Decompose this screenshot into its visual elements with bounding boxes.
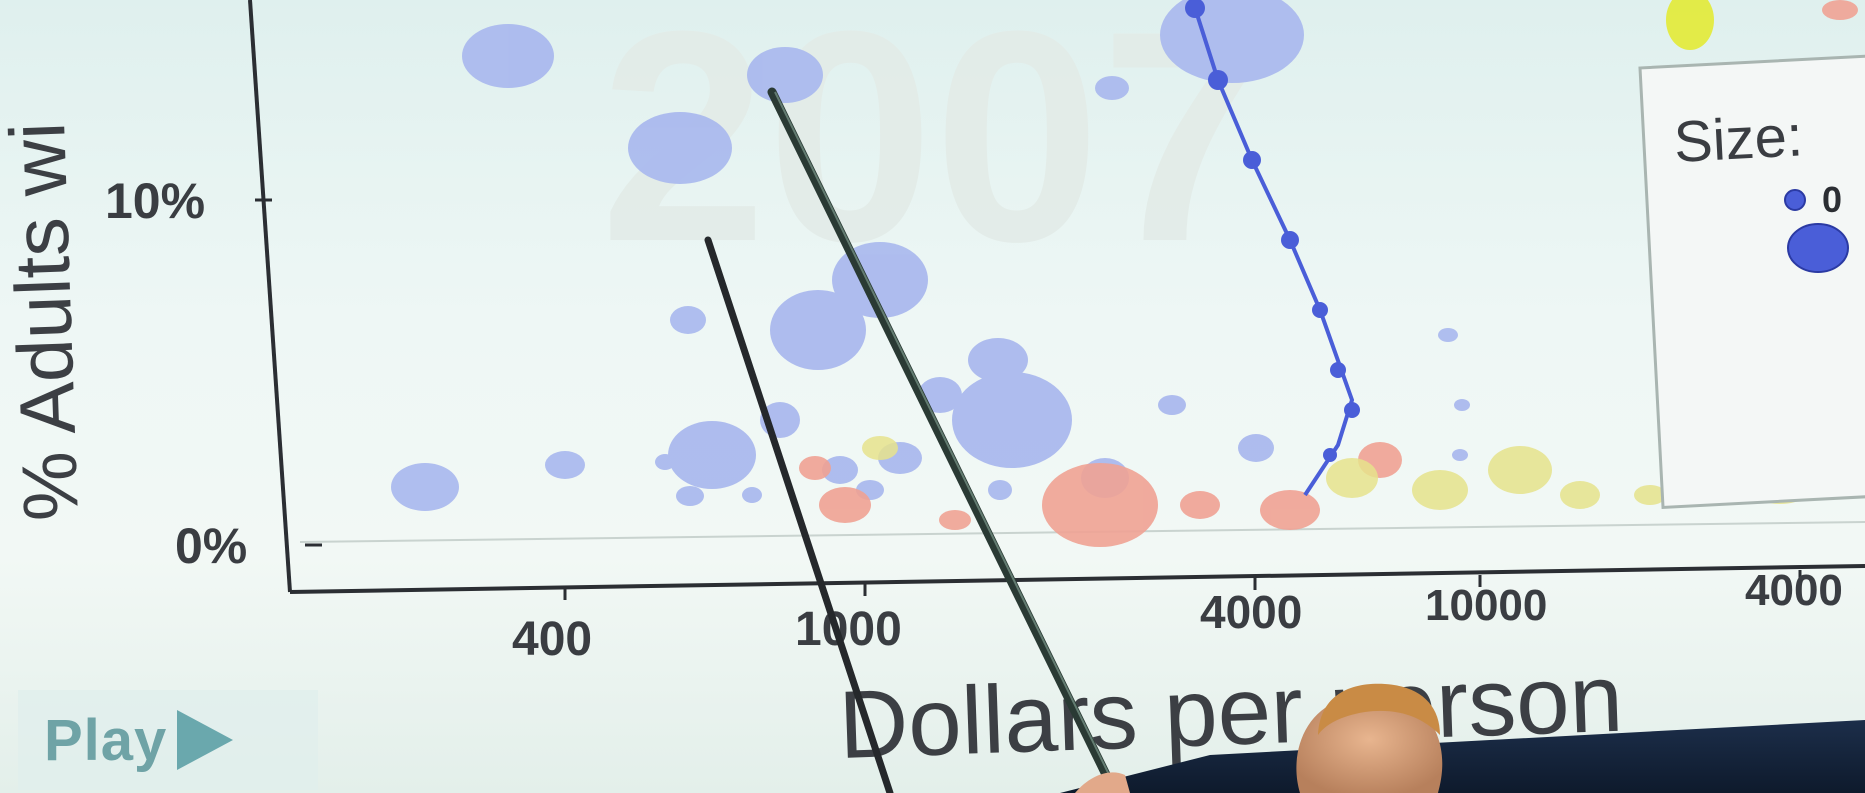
data-bubble xyxy=(822,456,858,484)
data-bubble xyxy=(668,421,756,489)
data-bubble xyxy=(1158,395,1186,415)
pointer-stick-highlight xyxy=(774,91,1119,793)
pointer-shadow xyxy=(704,236,894,793)
x-tick-label: 4000 xyxy=(1200,586,1302,638)
data-bubble xyxy=(1042,463,1158,547)
data-bubble xyxy=(742,487,762,503)
data-bubble xyxy=(988,480,1012,500)
pointer-stick xyxy=(767,87,1120,793)
data-bubble xyxy=(1488,446,1552,494)
data-bubble xyxy=(1180,491,1220,519)
data-bubble xyxy=(462,24,554,88)
data-bubble xyxy=(968,338,1028,382)
x-tick-label: 4000 xyxy=(1745,566,1843,615)
y-axis-title: % Adults wi xyxy=(0,121,95,523)
y-tick-label: 0% xyxy=(175,518,247,574)
y-tick-label: 10% xyxy=(105,173,205,229)
x-tick-label: 10000 xyxy=(1425,581,1547,630)
trail-point xyxy=(1281,231,1299,249)
data-bubble xyxy=(1160,0,1304,83)
stage-background xyxy=(1060,720,1865,793)
trail-point xyxy=(1344,402,1360,418)
legend-small-value: 0 xyxy=(1822,179,1842,220)
legend-small-bubble xyxy=(1784,189,1806,211)
trail-point xyxy=(1208,70,1228,90)
play-button[interactable]: Play xyxy=(18,690,318,790)
data-bubble xyxy=(1326,458,1378,498)
data-bubble xyxy=(1560,481,1600,509)
x-tick-label: 400 xyxy=(512,613,592,666)
data-bubble xyxy=(862,436,898,460)
trail-point xyxy=(1243,151,1261,169)
data-bubble xyxy=(1260,490,1320,530)
trail-point xyxy=(1185,0,1205,18)
data-bubble xyxy=(1666,0,1714,50)
presenter xyxy=(1075,683,1443,793)
data-bubble xyxy=(819,487,871,523)
data-bubble xyxy=(391,463,459,511)
data-bubble xyxy=(1822,0,1858,20)
trail-point xyxy=(1323,448,1337,462)
data-bubble xyxy=(1238,434,1274,462)
data-bubble xyxy=(1454,399,1470,411)
x-axis-line xyxy=(289,564,1865,594)
play-label: Play xyxy=(44,707,168,773)
data-bubble xyxy=(799,456,831,480)
data-bubble xyxy=(770,290,866,370)
data-bubble xyxy=(1634,485,1666,505)
data-bubble xyxy=(1452,449,1468,461)
y-axis-line xyxy=(248,0,292,593)
trail-point xyxy=(1330,362,1346,378)
play-triangle-icon xyxy=(177,710,234,770)
size-legend: Size: 0 xyxy=(1638,53,1865,509)
x-tick-label: 1000 xyxy=(795,603,902,656)
legend-large-bubble xyxy=(1787,223,1849,273)
data-bubble xyxy=(747,47,823,103)
data-bubble xyxy=(655,454,675,470)
data-bubble xyxy=(1412,470,1468,510)
data-bubble xyxy=(1095,76,1129,100)
legend-size-label: Size: xyxy=(1672,103,1804,175)
country-trail xyxy=(1185,0,1360,497)
data-bubble xyxy=(1438,328,1458,342)
data-bubble xyxy=(939,510,971,530)
data-bubble xyxy=(676,486,704,506)
trail-point xyxy=(1312,302,1328,318)
data-bubble xyxy=(952,372,1072,468)
data-bubble xyxy=(545,451,585,479)
data-bubble xyxy=(670,306,706,334)
data-bubble xyxy=(628,112,732,184)
